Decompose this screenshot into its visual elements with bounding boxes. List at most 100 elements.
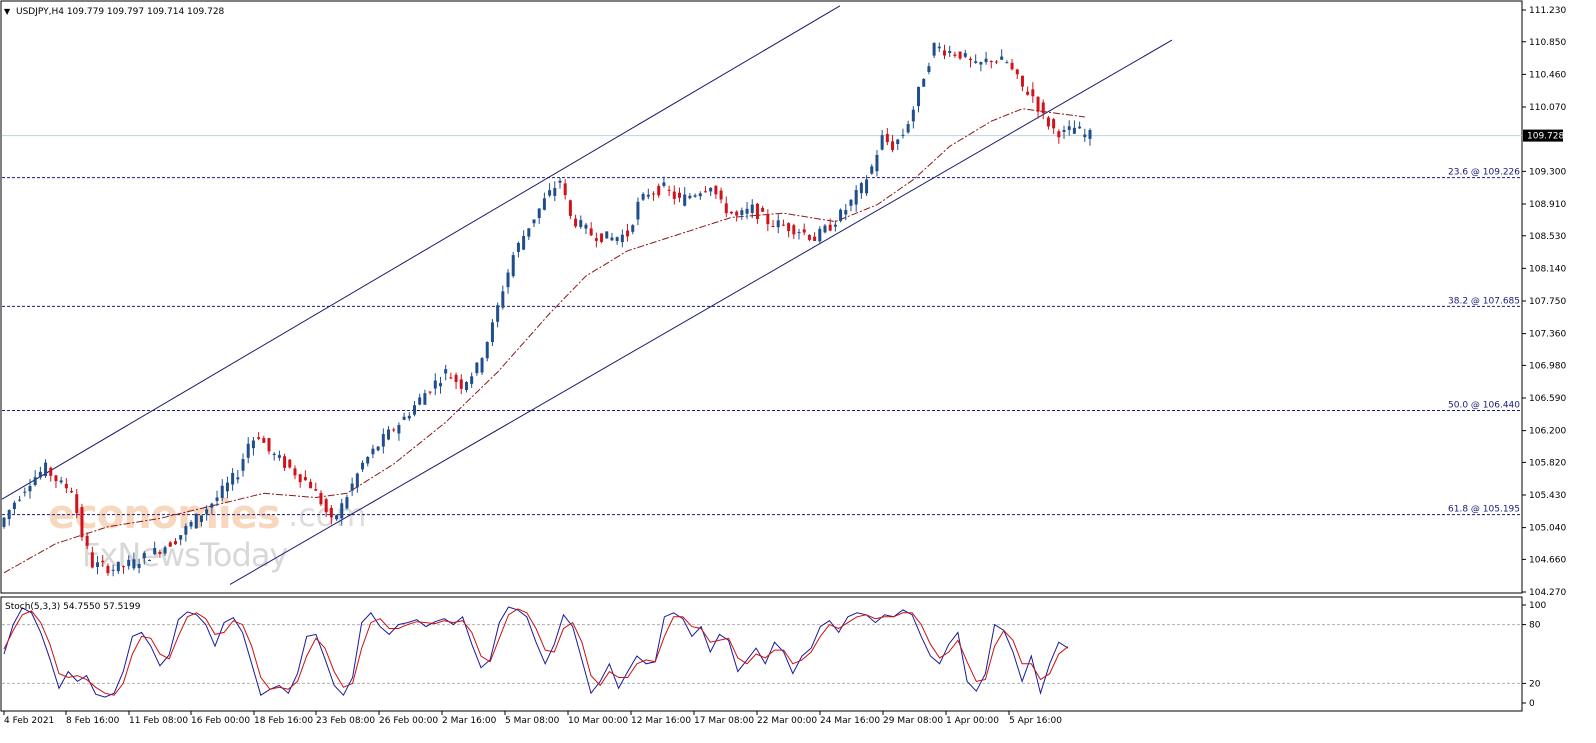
- candle: [1000, 49, 1004, 60]
- candle-body: [314, 489, 318, 491]
- candle: [371, 444, 375, 459]
- candle-body: [402, 416, 406, 420]
- candle-body: [516, 242, 520, 252]
- candle-body: [163, 547, 167, 554]
- candle: [943, 44, 947, 60]
- fib-level-label: 23.6 @ 109.226: [1448, 168, 1520, 178]
- candle: [314, 482, 318, 491]
- stoch-main-line: [3, 606, 1069, 698]
- x-tick-label: 18 Feb 16:00: [254, 716, 313, 726]
- candle: [194, 513, 198, 529]
- candle: [880, 129, 884, 151]
- candle-body: [210, 503, 214, 508]
- candle: [932, 42, 936, 59]
- candle: [101, 555, 105, 568]
- candle-body: [345, 497, 349, 509]
- candle: [626, 223, 630, 242]
- candle: [44, 459, 48, 478]
- candle: [262, 435, 266, 443]
- candle-body: [132, 559, 136, 569]
- candle: [839, 208, 843, 223]
- candle: [563, 179, 567, 200]
- candle: [137, 558, 141, 574]
- candle-body: [215, 497, 219, 501]
- candle: [397, 422, 401, 441]
- candle: [324, 497, 328, 517]
- candle-body: [532, 219, 536, 224]
- candle-body: [7, 509, 11, 520]
- candle: [553, 181, 557, 202]
- candle: [802, 223, 806, 236]
- candle-body: [823, 225, 827, 233]
- candle: [870, 164, 874, 175]
- x-tick-label: 4 Feb 2021: [4, 716, 54, 726]
- candle: [496, 302, 500, 328]
- candle-body: [802, 229, 806, 233]
- candle: [568, 199, 572, 220]
- y-tick-label: 105.040: [1529, 524, 1566, 534]
- chart-dropdown-icon[interactable]: ▼: [4, 7, 11, 16]
- candle: [459, 374, 463, 395]
- ma-line: [3, 108, 1085, 574]
- candle: [433, 373, 437, 396]
- candle-body: [75, 494, 79, 514]
- candle: [173, 538, 177, 545]
- candle: [974, 54, 978, 64]
- candle-body: [698, 193, 702, 197]
- candle: [70, 487, 74, 494]
- candle: [792, 223, 796, 240]
- candle: [527, 228, 531, 241]
- candle: [620, 229, 624, 248]
- candle: [652, 191, 656, 201]
- stoch-signal-line: [3, 608, 1069, 696]
- candle-body: [813, 236, 817, 241]
- candle: [683, 187, 687, 207]
- candle: [158, 549, 162, 558]
- candle-body: [527, 228, 531, 237]
- candle-body: [303, 477, 307, 481]
- candle-body: [231, 472, 235, 485]
- candle-body: [776, 220, 780, 228]
- candle-body: [979, 62, 983, 65]
- candle: [402, 412, 406, 421]
- candle-body: [605, 231, 609, 239]
- trend-channel: [1, 5, 1173, 585]
- candle: [423, 389, 427, 405]
- candle-body: [1026, 91, 1030, 95]
- candle: [693, 193, 697, 198]
- candle: [953, 51, 957, 58]
- candle: [610, 232, 614, 242]
- candle-body: [106, 565, 110, 574]
- candle: [116, 561, 120, 574]
- candle-body: [828, 224, 832, 231]
- candle: [106, 563, 110, 576]
- candle-body: [433, 380, 437, 389]
- candle: [813, 232, 817, 241]
- candle-body: [220, 485, 224, 498]
- candle: [865, 175, 869, 196]
- candle-body: [496, 305, 500, 322]
- candle: [288, 459, 292, 469]
- candle: [766, 209, 770, 232]
- candle-body: [38, 471, 42, 478]
- candle: [641, 192, 645, 201]
- candle: [709, 187, 713, 196]
- candle: [672, 185, 676, 205]
- fib-level-label: 61.8 @ 105.195: [1448, 505, 1520, 515]
- candle-body: [600, 233, 604, 242]
- candle-body: [620, 234, 624, 243]
- candle: [698, 191, 702, 200]
- candle-body: [755, 203, 759, 219]
- candle-body: [922, 78, 926, 87]
- candle: [2, 516, 6, 529]
- candle-body: [584, 224, 588, 229]
- candle-body: [1046, 117, 1050, 127]
- candle: [574, 214, 578, 229]
- candle: [781, 219, 785, 227]
- candle: [896, 138, 900, 150]
- candle-body: [870, 166, 874, 174]
- candle: [96, 555, 100, 575]
- fib-level-label: 38.2 @ 107.685: [1448, 296, 1520, 306]
- candle: [438, 376, 442, 394]
